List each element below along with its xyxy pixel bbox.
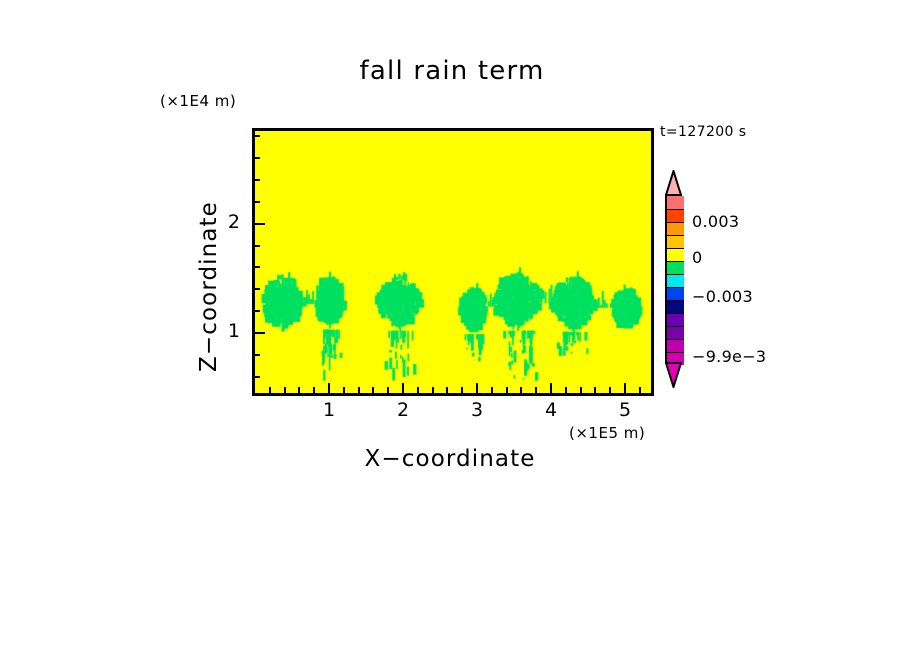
y-minor-tick (252, 157, 260, 160)
heatmap-field (255, 131, 651, 393)
timestamp-label: t=127200 s (660, 124, 747, 140)
x-tick-label: 5 (619, 399, 632, 421)
x-minor-tick (564, 387, 567, 393)
colorbar-segment (667, 248, 684, 261)
x-major-tick (550, 383, 553, 393)
x-minor-tick (609, 387, 612, 393)
y-minor-tick (252, 244, 260, 247)
y-minor-tick (252, 266, 260, 269)
colorbar-segment (667, 339, 684, 352)
colorbar-top-arrow-shape (664, 167, 683, 196)
colorbar-segment (667, 261, 684, 274)
x-minor-tick (594, 387, 597, 393)
colorbar-segment (667, 313, 684, 326)
x-minor-tick (342, 387, 345, 393)
x-major-tick (328, 383, 331, 393)
plot-area (252, 128, 654, 396)
x-minor-tick (283, 387, 286, 393)
y-tick-label: 2 (227, 210, 240, 233)
x-minor-tick (490, 387, 493, 393)
x-tick-label: 2 (396, 399, 410, 421)
colorbar-segment (667, 222, 684, 235)
page-title: fall rain term (359, 56, 545, 86)
x-tick-label: 4 (545, 399, 558, 421)
colorbar-segment (667, 235, 684, 248)
x-axis-unit-label: (×1E5 m) (569, 424, 646, 442)
x-minor-tick (520, 387, 523, 393)
x-major-tick (402, 383, 405, 393)
colorbar-segment (667, 300, 684, 313)
y-major-tick (252, 331, 265, 334)
y-minor-tick (252, 353, 260, 356)
x-minor-tick (298, 387, 301, 393)
x-minor-tick (579, 387, 582, 393)
x-major-tick (624, 383, 627, 393)
colorbar-tick-label: −0.003 (692, 287, 754, 306)
y-minor-tick (252, 200, 260, 203)
y-axis-title: Z−coordinate (196, 201, 222, 372)
colorbar-tick-label: 0.003 (692, 212, 740, 231)
y-minor-tick (252, 375, 260, 378)
colorbar-segment (667, 209, 684, 222)
x-axis-title: X−coordinate (364, 446, 536, 472)
x-minor-tick (357, 387, 360, 393)
y-minor-tick (252, 288, 260, 291)
y-minor-tick (252, 310, 260, 313)
x-tick-label: 1 (322, 399, 336, 421)
y-major-tick (252, 222, 265, 225)
x-minor-tick (268, 387, 271, 393)
y-minor-tick (252, 135, 260, 138)
y-tick-label: 1 (227, 319, 240, 342)
colorbar-segment (667, 352, 684, 365)
colorbar-bottom-arrow (664, 362, 683, 391)
x-minor-tick (431, 387, 434, 393)
colorbar-bottom-arrow-shape (664, 362, 683, 391)
colorbar-segments (665, 194, 684, 365)
colorbar-tick-label: 0 (692, 248, 703, 267)
x-minor-tick (313, 387, 316, 393)
x-minor-tick (461, 387, 464, 393)
x-minor-tick (387, 387, 390, 393)
x-minor-tick (535, 387, 538, 393)
colorbar-top-arrow (664, 167, 683, 196)
x-minor-tick (446, 387, 449, 393)
x-major-tick (476, 383, 479, 393)
y-minor-tick (252, 179, 260, 182)
x-minor-tick (372, 387, 375, 393)
x-minor-tick (638, 387, 641, 393)
x-minor-tick (505, 387, 508, 393)
x-tick-label: 3 (471, 399, 484, 421)
colorbar-segment (667, 326, 684, 339)
y-axis-unit-label: (×1E4 m) (160, 92, 237, 110)
x-minor-tick (416, 387, 419, 393)
colorbar-segment (667, 274, 684, 287)
colorbar-segment (667, 287, 684, 300)
colorbar-tick-label: −9.9e−3 (692, 347, 767, 366)
colorbar-segment (667, 196, 684, 209)
